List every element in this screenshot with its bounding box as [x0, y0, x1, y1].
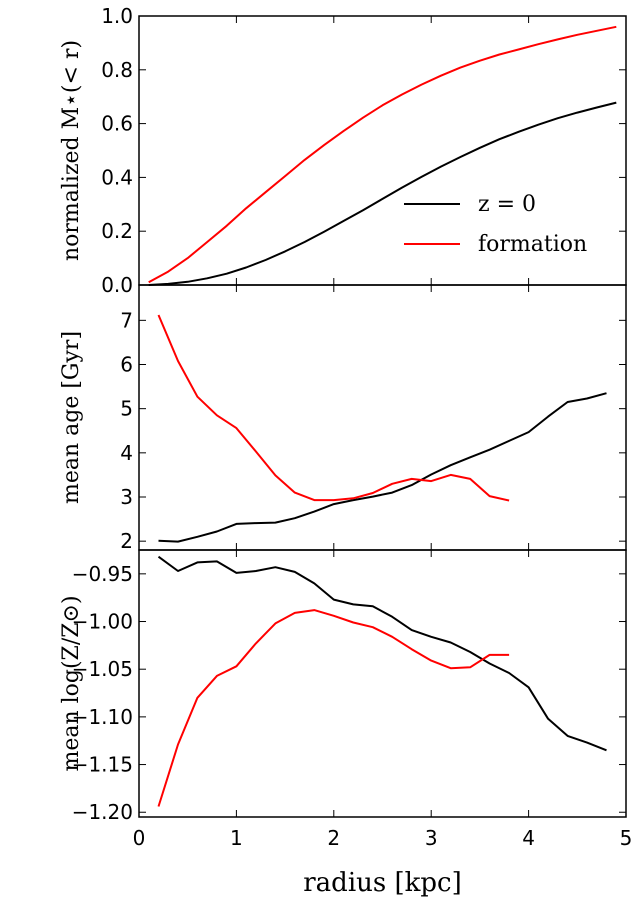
x-tick-label: 1 [230, 826, 243, 850]
y-tick-label: 0.0 [101, 273, 133, 297]
y-tick-label: 5 [120, 397, 133, 421]
y-tick-label: 4 [120, 441, 133, 465]
y-tick-label: 6 [120, 353, 133, 377]
y-tick-label: −1.00 [72, 610, 133, 634]
panel-frame [138, 549, 627, 818]
x-tick-label: 0 [133, 826, 146, 850]
y-axis-label: mean log(Z/Z⊙) [59, 595, 84, 771]
legend-label: z = 0 [478, 192, 536, 217]
y-axis-label: normalized M⋆(< r) [59, 40, 84, 261]
y-tick-label: −1.15 [72, 753, 133, 777]
y-tick-label: −1.20 [72, 800, 133, 824]
x-tick-label: 2 [327, 826, 340, 850]
panel-frame [138, 284, 627, 551]
y-tick-label: 0.2 [101, 219, 133, 243]
y-tick-label: 0.4 [101, 165, 133, 189]
series-line-formation [157, 314, 510, 502]
y-tick-label: 7 [120, 308, 133, 332]
x-tick-label: 5 [620, 826, 632, 850]
y-tick-label: −0.95 [72, 562, 133, 586]
x-tick-label: 3 [425, 826, 438, 850]
series-line-formation [148, 25, 617, 284]
y-tick-label: 0.8 [101, 58, 133, 82]
series-line-z0 [148, 101, 617, 286]
series-line-formation [157, 609, 510, 807]
legend-label: formation [478, 232, 587, 257]
x-tick-label: 4 [522, 826, 535, 850]
y-tick-label: 3 [120, 485, 133, 509]
y-tick-label: −1.05 [72, 657, 133, 681]
y-tick-label: 1.0 [101, 4, 133, 28]
series-line-z0 [157, 555, 607, 752]
x-axis-label: radius [kpc] [303, 868, 462, 897]
y-axis-label: mean age [Gyr] [59, 331, 84, 504]
y-tick-label: −1.10 [72, 705, 133, 729]
series-line-z0 [158, 392, 607, 543]
y-tick-label: 0.6 [101, 112, 133, 136]
y-tick-label: 2 [120, 529, 133, 553]
